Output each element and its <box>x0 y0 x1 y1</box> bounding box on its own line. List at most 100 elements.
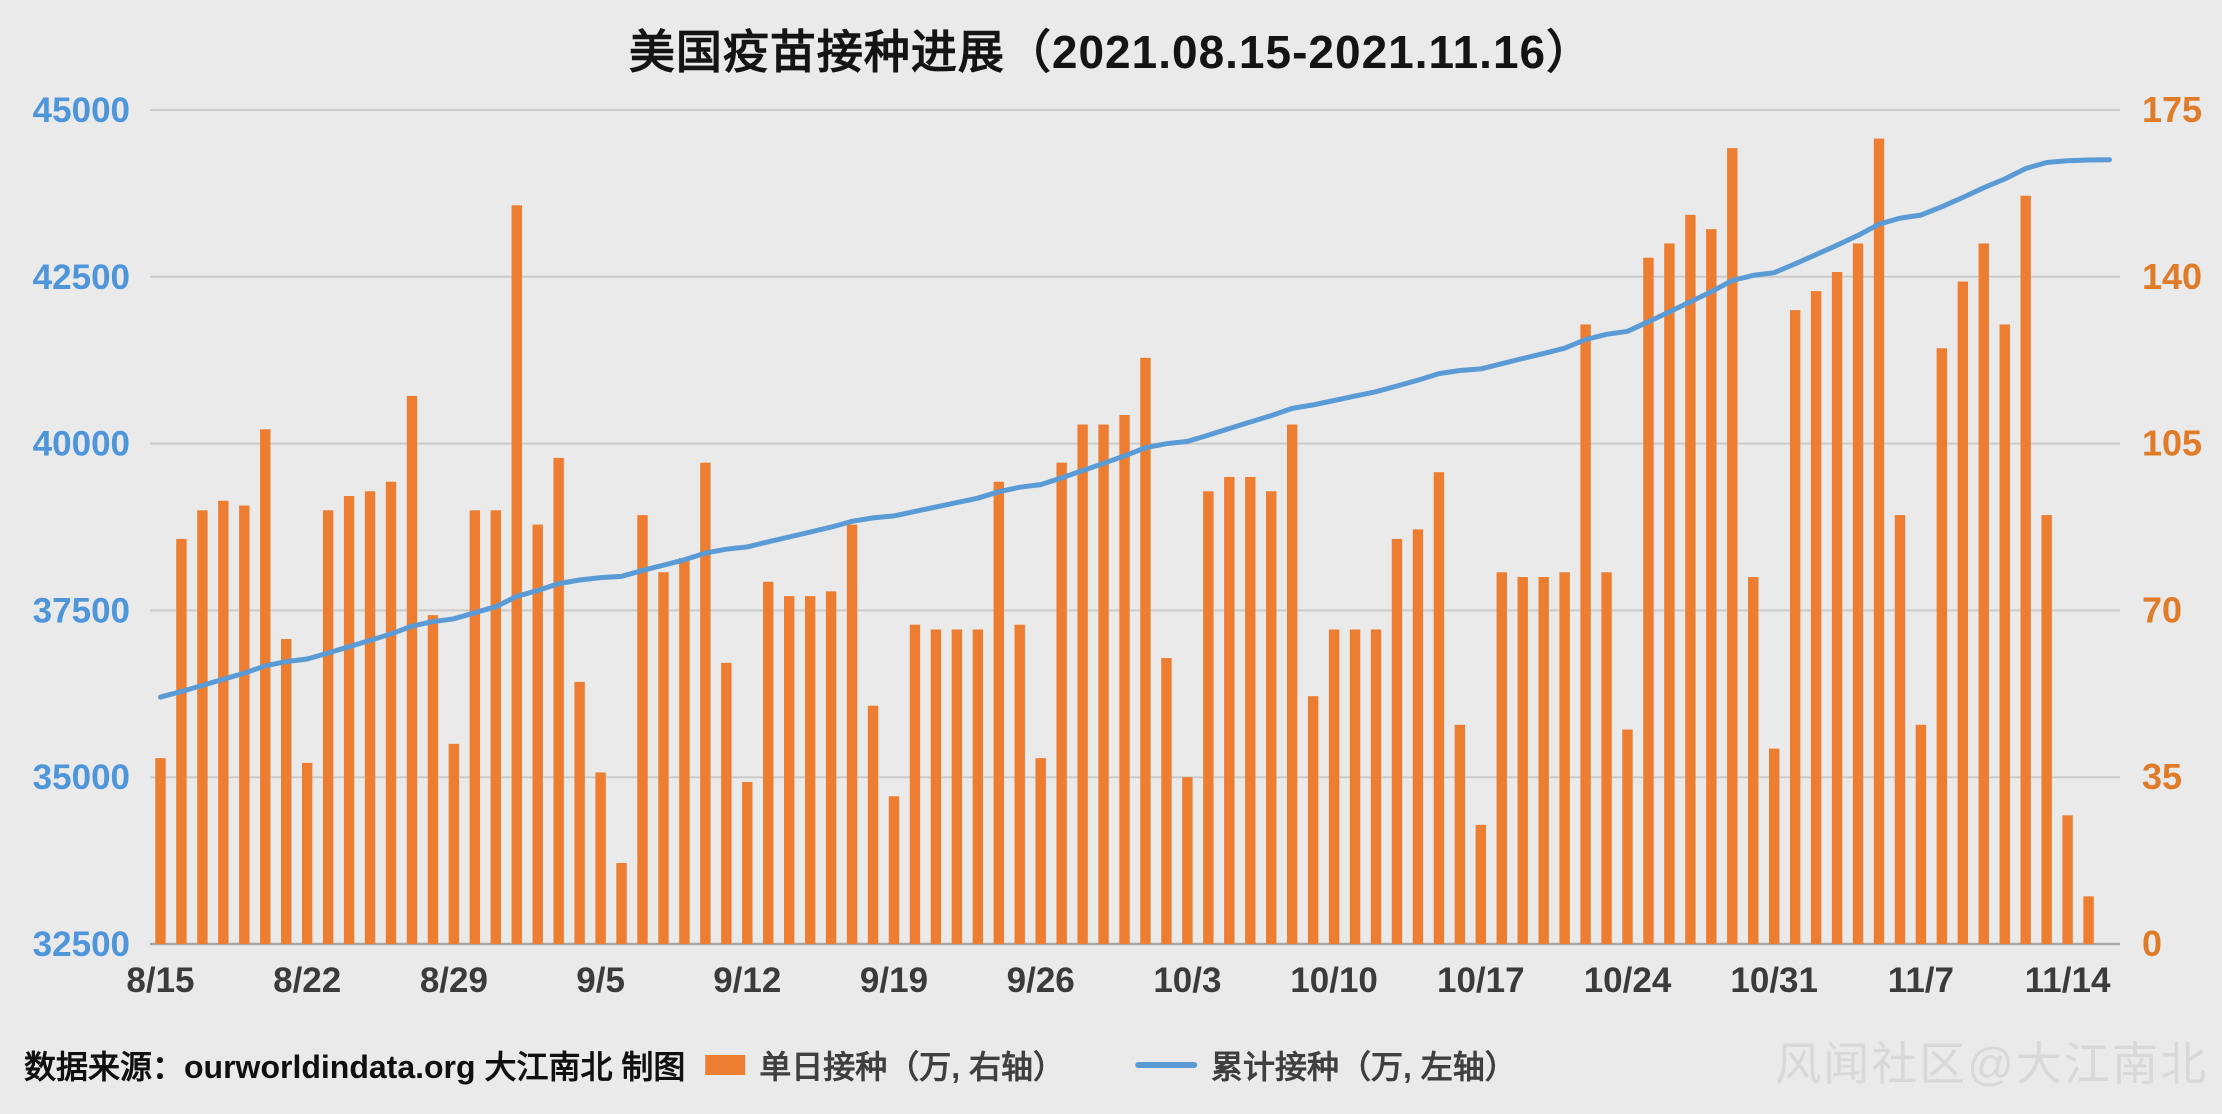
right-axis-tick-label: 105 <box>2142 423 2202 464</box>
daily-bar <box>553 457 564 944</box>
daily-bar <box>1831 272 1843 944</box>
left-axis-tick-label: 32500 <box>33 925 130 964</box>
daily-bar <box>1769 748 1780 944</box>
bar-series-swatch-icon <box>705 1055 746 1075</box>
daily-bar <box>1035 758 1046 944</box>
daily-bar <box>427 615 439 944</box>
daily-bar <box>825 591 837 944</box>
daily-bar <box>1119 415 1130 944</box>
x-axis-tick-label: 11/14 <box>2025 961 2111 1000</box>
daily-bar <box>1224 476 1235 944</box>
daily-bar <box>1538 577 1549 944</box>
daily-bar <box>1957 281 1969 945</box>
daily-bar <box>364 491 376 944</box>
daily-bar <box>1664 243 1675 944</box>
chart-legend: 单日接种（万, 右轴） 累计接种（万, 左轴） <box>705 1042 1517 1088</box>
daily-bar <box>804 596 816 944</box>
left-axis-tick-label: 35000 <box>33 758 130 797</box>
daily-bar <box>469 510 481 944</box>
daily-bar <box>1014 624 1025 944</box>
daily-bar <box>490 510 501 944</box>
daily-bar <box>1810 291 1822 944</box>
x-axis-tick-label: 8/22 <box>273 961 341 1000</box>
daily-bar <box>595 772 606 944</box>
legend-cumulative-label: 累计接种（万, 左轴） <box>1211 1049 1517 1085</box>
x-axis-tick-label: 10/31 <box>1730 961 1818 1000</box>
daily-bar <box>511 205 522 945</box>
right-axis-tick-label: 35 <box>2142 756 2182 797</box>
daily-bar <box>1622 729 1633 944</box>
daily-bar <box>1559 572 1570 944</box>
daily-bar <box>343 496 355 944</box>
x-axis-tick-label: 11/7 <box>1888 961 1954 1000</box>
x-axis-tick-label: 8/29 <box>420 961 488 1000</box>
daily-bar <box>1475 824 1486 944</box>
source-note: 数据来源：ourworldindata.org 大江南北 制图 <box>24 1049 686 1085</box>
daily-bar <box>888 796 900 944</box>
right-axis-tick-label: 70 <box>2142 589 2182 630</box>
daily-bar <box>1999 324 2010 944</box>
daily-bar <box>155 758 166 944</box>
daily-bar <box>1454 724 1466 944</box>
daily-bar <box>1789 310 1801 944</box>
daily-bar <box>1706 229 1717 945</box>
left-axis-tick-label: 42500 <box>33 258 130 297</box>
watermark: 风闻社区@大江南北 <box>1775 1038 2208 1090</box>
x-axis-tick-label: 10/3 <box>1153 961 1221 1000</box>
daily-bar <box>1643 257 1654 944</box>
daily-bar <box>972 629 984 944</box>
daily-bar <box>1056 462 1067 944</box>
daily-bar <box>846 524 858 944</box>
daily-bar <box>951 629 963 944</box>
daily-bar <box>700 462 711 944</box>
daily-bar <box>260 429 271 944</box>
x-axis-tick-label: 8/15 <box>126 961 194 1000</box>
daily-bar <box>448 743 460 944</box>
daily-bar <box>679 557 690 944</box>
daily-bar <box>742 781 753 944</box>
daily-bar <box>1601 572 1612 944</box>
daily-bar <box>1098 424 1109 945</box>
daily-bar <box>1182 777 1193 944</box>
daily-bar <box>1245 476 1256 944</box>
daily-bar <box>1349 629 1361 944</box>
daily-bar <box>1496 572 1507 944</box>
daily-bar <box>1286 424 1298 945</box>
daily-bar <box>1140 357 1151 944</box>
daily-bar <box>239 505 250 944</box>
legend-daily-item: 单日接种（万, 右轴） <box>705 1042 1065 1088</box>
daily-bar <box>1266 491 1277 944</box>
daily-bar <box>784 596 795 944</box>
daily-bar <box>763 581 774 944</box>
legend-daily-label: 单日接种（万, 右轴） <box>759 1049 1065 1085</box>
left-axis-tick-label: 37500 <box>33 591 130 630</box>
right-axis-tick-label: 0 <box>2142 923 2162 964</box>
daily-bar <box>1433 472 1445 944</box>
daily-bar <box>1161 658 1172 944</box>
daily-bar <box>1978 243 1989 944</box>
daily-bar <box>1873 138 1885 944</box>
daily-bar <box>909 624 921 944</box>
daily-bar <box>721 662 732 944</box>
daily-bar <box>1894 515 1906 944</box>
daily-bar <box>1391 538 1403 944</box>
daily-bar <box>218 500 229 944</box>
x-axis-tick-label: 9/19 <box>860 961 928 1000</box>
right-axis-tick-label: 175 <box>2142 89 2202 130</box>
daily-bar <box>322 510 334 944</box>
x-axis-tick-label: 10/10 <box>1290 961 1378 1000</box>
daily-bar <box>1852 243 1864 944</box>
daily-bar <box>281 638 292 944</box>
daily-bar <box>301 762 313 944</box>
x-axis-tick-label: 10/17 <box>1437 961 1525 1000</box>
daily-bar <box>1307 696 1319 944</box>
daily-bar <box>2020 195 2031 945</box>
daily-bar <box>1748 577 1759 944</box>
daily-bar <box>1370 629 1382 944</box>
chart-title: 美国疫苗接种进展（2021.08.15-2021.11.16） <box>628 26 1594 78</box>
left-axis-tick-label: 40000 <box>33 425 130 464</box>
daily-bar <box>1203 491 1214 944</box>
daily-bar <box>385 481 397 944</box>
line-series-swatch-icon <box>1135 1062 1197 1068</box>
